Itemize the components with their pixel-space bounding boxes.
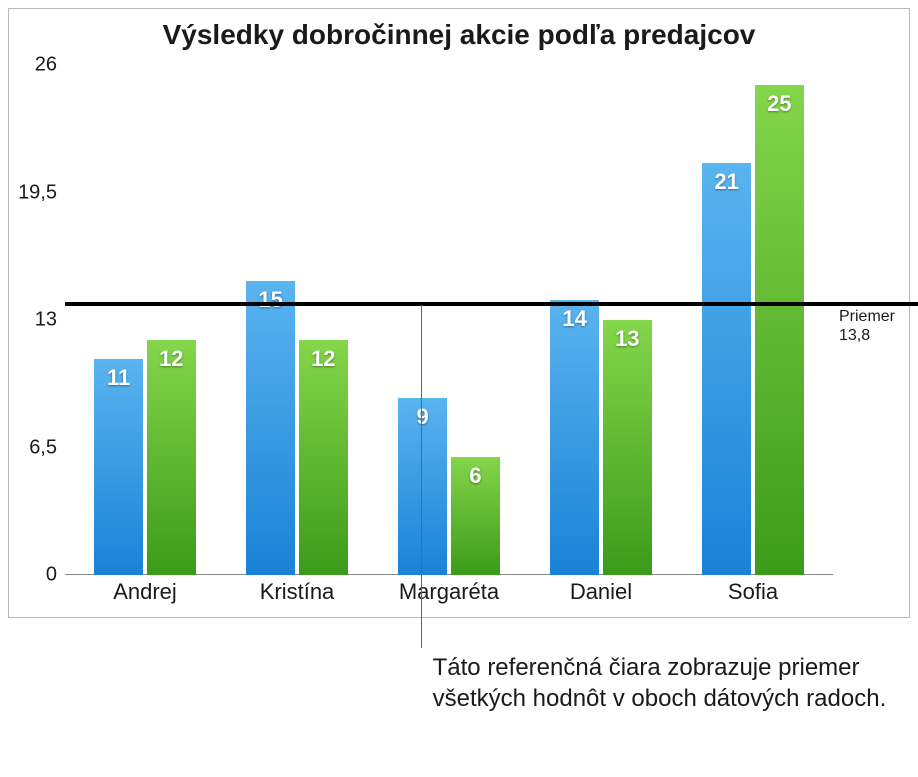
bar-series-1: 11 [94,359,143,575]
bar-value-label: 12 [159,346,183,372]
chart-title: Výsledky dobročinnej akcie podľa predajc… [9,9,909,51]
y-tick-label: 6,5 [29,436,57,459]
bar-series-2: 12 [147,340,196,575]
x-category-label: Sofia [728,579,778,605]
chart-frame: Výsledky dobročinnej akcie podľa predajc… [8,8,910,618]
bar-value-label: 13 [615,326,639,352]
callout-connector-line [421,305,422,648]
bars-container: 11 12 15 12 9 6 14 13 21 25 [69,65,829,575]
bar-value-label: 15 [258,287,282,313]
bar-value-label: 25 [767,91,791,117]
reference-line [65,302,918,306]
bar-series-1: 9 [398,398,447,575]
bar-series-2: 6 [451,457,500,575]
bar-series-1: 21 [702,163,751,575]
bar-series-1: 15 [246,281,295,575]
y-tick-label: 13 [35,309,57,332]
y-tick-label: 26 [35,54,57,77]
bar-series-2: 12 [299,340,348,575]
reference-line-label-value: 13,8 [839,327,895,345]
x-category-label: Andrej [113,579,177,605]
x-category-label: Margaréta [399,579,499,605]
bar-value-label: 14 [562,306,586,332]
bar-value-label: 21 [714,169,738,195]
x-category-label: Daniel [570,579,632,605]
bar-value-label: 12 [311,346,335,372]
y-tick-label: 0 [46,564,57,587]
plot-area: 06,51319,526 111215129614132125 Priemer … [69,65,829,575]
callout-text: Táto referenčná čiara zobrazuje priemer … [433,652,913,714]
x-axis: Andrej Kristína Margaréta Daniel Sofia [69,579,829,609]
reference-line-label-title: Priemer [839,308,895,326]
bar-series-1: 14 [550,300,599,575]
bar-value-label: 6 [469,463,481,489]
bar-series-2: 25 [755,85,804,575]
bar-value-label: 11 [107,365,130,391]
bar-series-2: 13 [603,320,652,575]
reference-line-label: Priemer 13,8 [839,308,895,345]
x-category-label: Kristína [260,579,335,605]
y-tick-label: 19,5 [18,181,57,204]
bar-value-label: 9 [417,404,429,430]
